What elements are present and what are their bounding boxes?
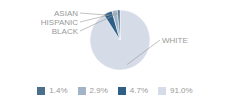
svg-text:WHITE: WHITE bbox=[162, 36, 188, 45]
html-text:2.9%: 2.9% bbox=[89, 86, 108, 95]
svg-text:ASIAN: ASIAN bbox=[54, 9, 78, 18]
svg-text:BLACK: BLACK bbox=[52, 27, 79, 36]
html-text:91.0%: 91.0% bbox=[170, 86, 193, 95]
html-text:4.7%: 4.7% bbox=[129, 86, 148, 95]
svg-text:HISPANIC: HISPANIC bbox=[41, 18, 78, 27]
html-text:1.4%: 1.4% bbox=[49, 86, 68, 95]
